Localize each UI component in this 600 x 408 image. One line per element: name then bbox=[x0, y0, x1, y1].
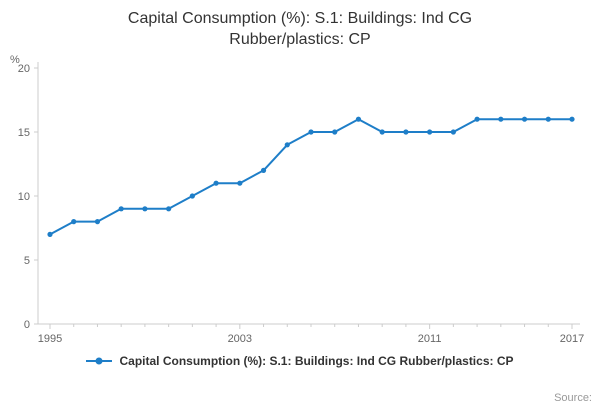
data-point bbox=[237, 180, 243, 186]
y-axis-unit-label: % bbox=[10, 54, 20, 66]
legend[interactable]: Capital Consumption (%): S.1: Buildings:… bbox=[0, 354, 600, 368]
data-point bbox=[427, 129, 433, 135]
data-point bbox=[450, 129, 456, 135]
chart-container: Capital Consumption (%): S.1: Buildings:… bbox=[0, 8, 600, 404]
data-point bbox=[118, 206, 124, 212]
y-tick-label: 10 bbox=[18, 191, 30, 203]
data-point bbox=[71, 219, 77, 225]
source-label: Source: bbox=[554, 392, 592, 404]
data-point bbox=[142, 206, 148, 212]
data-point bbox=[189, 193, 195, 199]
legend-line-marker-icon bbox=[86, 357, 113, 365]
data-line bbox=[49, 118, 573, 236]
data-point bbox=[308, 129, 314, 135]
data-point bbox=[569, 116, 575, 122]
line-chart-plot-area: 0 5 10 15 20 1995 2003 2011 2017 bbox=[18, 62, 584, 345]
data-point bbox=[166, 206, 172, 212]
x-tick-label: 2017 bbox=[560, 333, 584, 345]
y-tick-label: 15 bbox=[18, 127, 30, 139]
y-tick-label: 0 bbox=[24, 319, 30, 331]
data-point bbox=[521, 116, 528, 122]
chart-title: Capital Consumption (%): S.1: Buildings:… bbox=[127, 10, 473, 48]
data-point bbox=[355, 116, 362, 122]
data-point bbox=[332, 129, 338, 135]
data-point bbox=[213, 180, 219, 186]
legend-label: Capital Consumption (%): S.1: Buildings:… bbox=[119, 354, 514, 368]
y-tick-label: 5 bbox=[24, 255, 30, 267]
y-tick-label: 20 bbox=[18, 63, 30, 75]
data-point bbox=[545, 116, 551, 122]
data-point bbox=[260, 167, 267, 173]
data-point bbox=[284, 142, 290, 148]
data-point bbox=[379, 129, 385, 135]
data-point bbox=[94, 219, 101, 225]
x-tick-label: 2011 bbox=[418, 333, 442, 345]
x-tick-label: 2003 bbox=[228, 333, 252, 345]
data-point bbox=[474, 116, 480, 122]
data-point bbox=[47, 231, 53, 237]
data-point bbox=[403, 129, 409, 135]
legend-dot bbox=[95, 357, 103, 365]
x-tick-label: 1995 bbox=[38, 333, 62, 345]
data-point bbox=[498, 116, 504, 122]
